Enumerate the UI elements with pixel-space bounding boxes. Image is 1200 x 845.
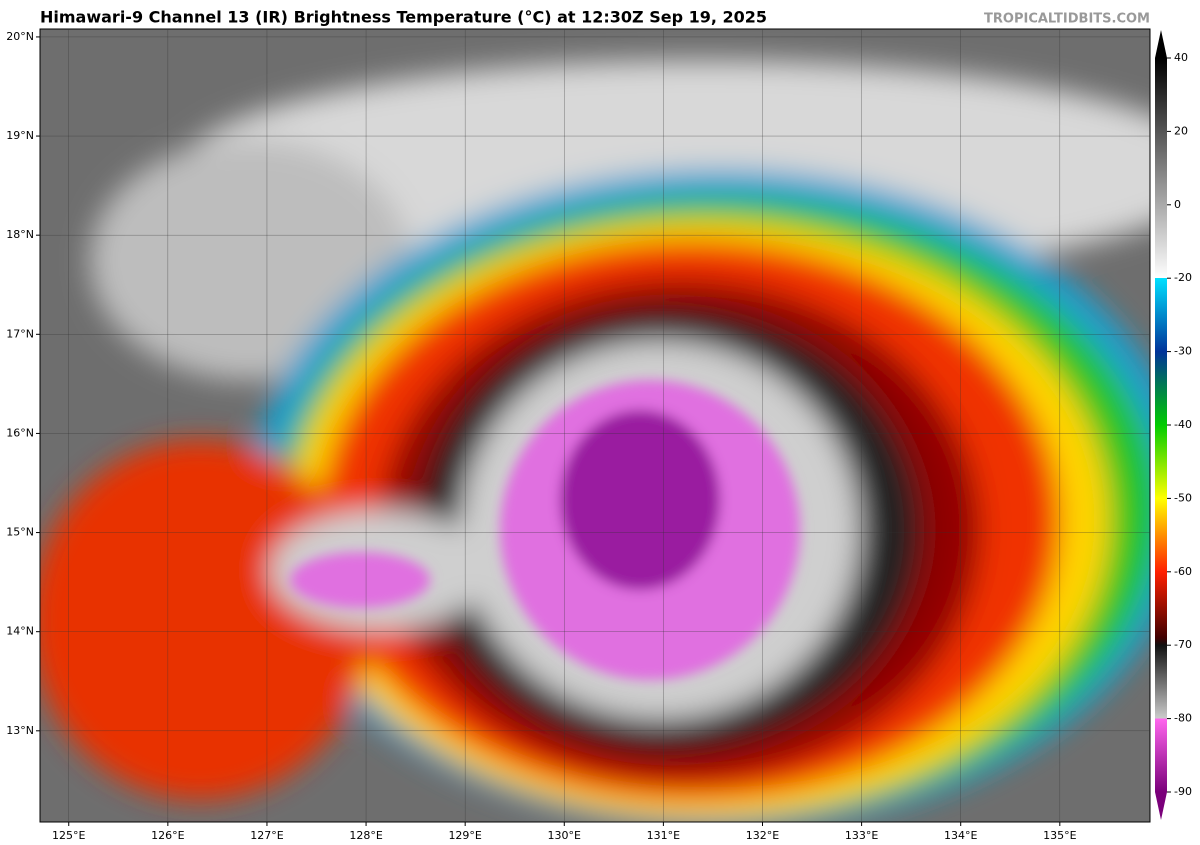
- colorbar-label: 40: [1174, 51, 1188, 64]
- lon-label: 134°E: [944, 829, 977, 842]
- colorbar-label: -30: [1174, 345, 1192, 358]
- lon-label: 128°E: [349, 829, 382, 842]
- lon-label: 129°E: [448, 829, 481, 842]
- lat-label: 17°N: [6, 327, 34, 340]
- colorbar-label: -50: [1174, 491, 1192, 504]
- lat-label: 19°N: [6, 129, 34, 142]
- colorbar-extend-top: [1155, 30, 1167, 58]
- satellite-image: [40, 29, 1150, 822]
- colorbar-label: 0: [1174, 198, 1181, 211]
- lat-label: 18°N: [6, 228, 34, 241]
- lon-label: 131°E: [647, 829, 680, 842]
- colorbar-label: -40: [1174, 418, 1192, 431]
- lat-label: 15°N: [6, 526, 34, 539]
- lon-label: 130°E: [548, 829, 581, 842]
- colorbar-extend-bottom: [1155, 792, 1167, 820]
- lon-label: 132°E: [746, 829, 779, 842]
- lat-label: 14°N: [6, 625, 34, 638]
- colorbar: [1155, 58, 1167, 792]
- colorbar-label: -20: [1174, 271, 1192, 284]
- lat-label: 13°N: [6, 724, 34, 737]
- colorbar-label: -80: [1174, 712, 1192, 725]
- credit: TROPICALTIDBITS.COM: [984, 12, 1150, 27]
- lon-label: 127°E: [250, 829, 283, 842]
- title: Himawari-9 Channel 13 (IR) Brightness Te…: [40, 8, 767, 27]
- colorbar-label: -70: [1174, 638, 1192, 651]
- lat-label: 16°N: [6, 426, 34, 439]
- lon-label: 126°E: [151, 829, 184, 842]
- colorbar-label: 20: [1174, 124, 1188, 137]
- colorbar-label: -90: [1174, 785, 1192, 798]
- lon-label: 135°E: [1043, 829, 1076, 842]
- map-frame: [39, 28, 1151, 823]
- lat-label: 20°N: [6, 30, 34, 43]
- lon-label: 125°E: [52, 829, 85, 842]
- colorbar-label: -60: [1174, 565, 1192, 578]
- lon-label: 133°E: [845, 829, 878, 842]
